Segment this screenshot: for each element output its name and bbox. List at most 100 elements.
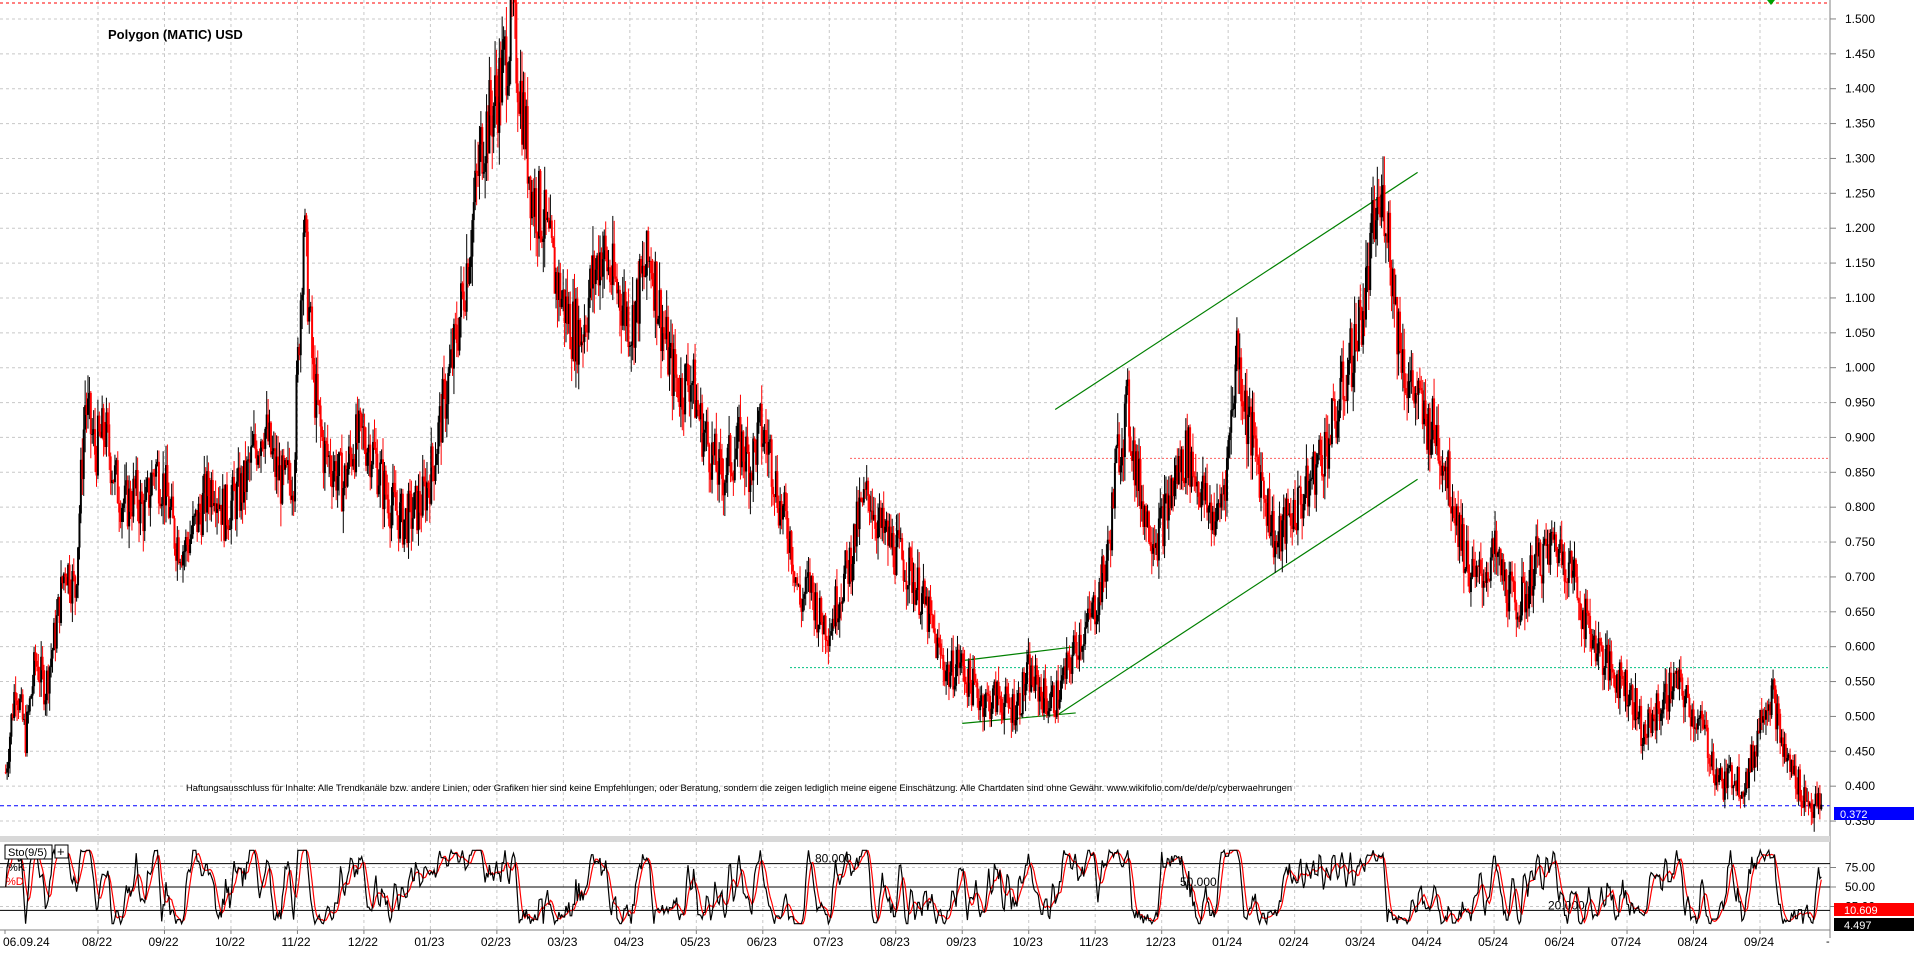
candle-body xyxy=(1119,465,1122,473)
candle-body xyxy=(224,484,227,541)
candle-body xyxy=(169,506,172,518)
candle-body xyxy=(1488,578,1491,581)
candle-body xyxy=(1000,698,1003,713)
candle-body xyxy=(1377,197,1380,208)
candle-body xyxy=(1425,418,1428,450)
candle-body xyxy=(878,507,881,521)
candle-body xyxy=(177,537,180,563)
candle-body xyxy=(301,294,304,301)
candle-body xyxy=(1103,573,1106,582)
candle-body xyxy=(1376,197,1379,221)
pane-separator[interactable] xyxy=(0,836,1830,842)
candle-body xyxy=(1589,615,1592,635)
candle-body xyxy=(77,547,80,586)
candle-body xyxy=(963,666,966,683)
candle-body xyxy=(1020,714,1023,716)
candle-body xyxy=(872,514,875,520)
candle-body xyxy=(1231,409,1234,411)
expand-button[interactable] xyxy=(54,844,69,859)
candle-body xyxy=(1560,539,1563,566)
candle-body xyxy=(984,692,987,709)
candle-body xyxy=(1423,400,1426,425)
candle-body xyxy=(424,481,427,511)
time-tick-label: 06/23 xyxy=(747,935,777,948)
candle-body xyxy=(838,602,841,619)
candle-body xyxy=(1583,610,1586,640)
candle-body xyxy=(513,0,516,3)
candle-body xyxy=(240,473,243,511)
candle-body xyxy=(1008,707,1011,709)
candle-body xyxy=(1688,697,1691,718)
candle-body xyxy=(194,510,197,516)
indicator-label-box xyxy=(4,844,53,860)
candle-body xyxy=(1369,232,1372,291)
candle-body xyxy=(791,564,794,572)
candle-body xyxy=(696,400,699,410)
candle-body xyxy=(410,493,413,529)
candle-body xyxy=(875,528,878,539)
candle-body xyxy=(11,714,14,718)
candle-body xyxy=(373,441,376,448)
candle-body xyxy=(709,472,712,480)
candle-body xyxy=(1268,489,1271,537)
candle-body xyxy=(367,444,370,453)
candle-body xyxy=(133,478,136,489)
candle-body xyxy=(1349,328,1352,361)
candle-body xyxy=(1418,380,1421,389)
trendline[interactable] xyxy=(1054,171,1418,411)
legend-k: %K xyxy=(8,862,26,874)
time-tick-label: 01/24 xyxy=(1212,935,1242,948)
candle-body xyxy=(457,343,460,351)
candle-body xyxy=(189,539,192,554)
candle-body xyxy=(1759,710,1762,734)
candle-body xyxy=(594,269,597,285)
candle-body xyxy=(600,252,603,277)
candle-body xyxy=(542,238,545,243)
candle-body xyxy=(1173,480,1176,497)
axis-arrow-icon[interactable]: - xyxy=(1826,936,1830,948)
candle-body xyxy=(20,694,23,699)
candle-body xyxy=(1079,634,1082,652)
candle-body xyxy=(794,577,797,583)
candle-body xyxy=(1465,540,1468,569)
candle-body xyxy=(1033,685,1036,691)
candle-body xyxy=(115,460,118,466)
trendline[interactable] xyxy=(1054,478,1418,717)
candle-body xyxy=(1182,449,1185,482)
candle-body xyxy=(1197,481,1200,497)
candle-body xyxy=(647,231,650,262)
candle-body xyxy=(1668,672,1671,712)
candle-body xyxy=(711,442,714,480)
candle-body xyxy=(818,597,821,625)
candle-body xyxy=(1189,427,1192,487)
candle-body xyxy=(258,455,261,457)
trendline[interactable] xyxy=(962,646,1076,662)
candle-body xyxy=(364,448,367,466)
candle-body xyxy=(1403,349,1406,389)
candle-body xyxy=(1526,594,1529,609)
candle-body xyxy=(316,373,319,401)
candle-body xyxy=(78,513,81,548)
candle-body xyxy=(881,507,884,528)
candle-body xyxy=(860,497,863,499)
candle-body xyxy=(1067,652,1070,655)
candle-body xyxy=(1240,357,1243,402)
candle-body xyxy=(1638,705,1641,718)
candle-body xyxy=(1562,551,1565,566)
candle-body xyxy=(1630,685,1633,690)
candle-body xyxy=(702,432,705,457)
candle-body xyxy=(1338,410,1341,422)
candle-body xyxy=(96,415,99,476)
candle-body xyxy=(16,700,19,706)
candle-body xyxy=(1438,460,1441,466)
candle-body xyxy=(1393,269,1396,305)
candle-body xyxy=(1581,610,1584,629)
candle-body xyxy=(268,422,271,442)
candle-body xyxy=(980,695,983,702)
candle-body xyxy=(882,507,885,533)
candle-body xyxy=(713,433,716,456)
candle-body xyxy=(1360,307,1363,345)
candle-body xyxy=(909,547,912,558)
plus-icon[interactable]: + xyxy=(57,844,65,859)
